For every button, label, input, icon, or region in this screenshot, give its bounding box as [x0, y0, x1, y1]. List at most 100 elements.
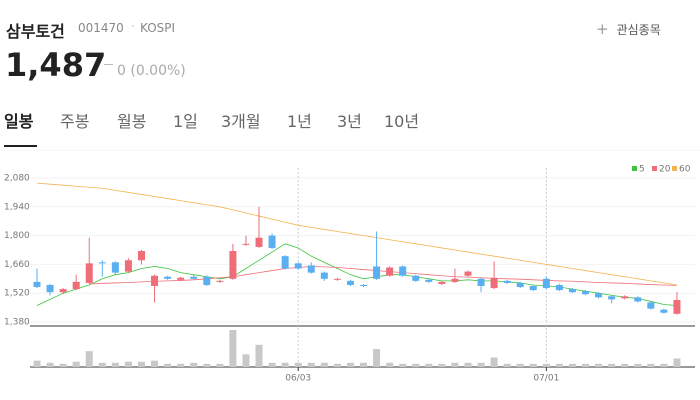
volume-bar: [85, 351, 93, 367]
volume-bar: [490, 357, 498, 367]
period-tab[interactable]: 3년: [337, 112, 362, 131]
candle-body: [85, 263, 93, 283]
volume-bar: [582, 363, 590, 367]
candle-body: [242, 243, 250, 245]
volume-bar: [373, 349, 381, 367]
volume-bar: [673, 358, 681, 367]
moving-average-line: [36, 243, 677, 306]
candle-body: [124, 260, 132, 272]
candle-body: [673, 299, 681, 314]
candle-body: [477, 278, 485, 286]
candle-body: [307, 265, 315, 273]
candle-body: [542, 278, 550, 289]
candle-body: [425, 279, 433, 282]
volume-bar: [216, 363, 224, 367]
candle-body: [464, 271, 472, 276]
volume-bar: [294, 362, 302, 367]
candle-body: [595, 293, 603, 298]
y-tick-label: 1,380: [4, 318, 30, 328]
volume-bar: [516, 363, 524, 367]
candle-body: [164, 276, 172, 279]
candle-body: [33, 281, 41, 288]
candle-body: [399, 266, 407, 276]
candle-body: [373, 266, 381, 279]
period-tab[interactable]: 3개월: [221, 112, 261, 131]
volume-bar: [346, 362, 354, 367]
y-tick-label: 1,800: [4, 231, 30, 241]
volume-bar: [412, 363, 420, 367]
y-tick-label: 2,080: [4, 174, 30, 184]
candle-body: [281, 256, 289, 269]
legend-label: 5: [639, 165, 645, 175]
moving-average-line: [89, 266, 677, 286]
candle-body: [229, 251, 237, 279]
legend-swatch: [652, 166, 657, 171]
candle-body: [608, 296, 616, 300]
candle-body: [111, 262, 119, 273]
volume-bar: [555, 363, 563, 367]
volume-bar: [333, 363, 341, 367]
volume-bar: [124, 361, 132, 367]
volume-bar: [568, 363, 576, 367]
volume-bar: [255, 344, 263, 367]
candle-body: [294, 263, 302, 269]
flat-icon: [104, 64, 113, 65]
candle-body: [660, 309, 668, 313]
volume-bar: [151, 360, 159, 367]
volume-bar: [59, 363, 67, 367]
candle-body: [177, 277, 185, 280]
candle-body: [621, 296, 629, 299]
candle-body: [346, 280, 354, 285]
candle-body: [490, 277, 498, 289]
price: 1,487: [5, 46, 107, 84]
volume-bar: [72, 361, 80, 367]
volume-bar: [33, 360, 41, 367]
volume-bar: [477, 362, 485, 367]
volume-bar: [451, 362, 459, 367]
candle-body: [555, 284, 563, 291]
period-tab[interactable]: 1일: [173, 112, 198, 131]
market: KOSPI: [140, 21, 176, 35]
volume-bar: [46, 362, 54, 367]
candle-body: [451, 278, 459, 282]
volume-bar: [98, 362, 106, 367]
volume-bar: [164, 363, 172, 367]
volume-bar: [529, 363, 537, 367]
legend-label: 60: [679, 165, 691, 175]
volume-bar: [268, 362, 276, 367]
period-tab[interactable]: 1년: [287, 112, 312, 131]
separator: ·: [131, 19, 135, 33]
candle-body: [634, 297, 642, 302]
candle-body: [203, 276, 211, 285]
y-tick-label: 1,660: [4, 260, 30, 270]
volume-bar: [203, 363, 211, 367]
candle-body: [59, 289, 67, 293]
candle-body: [516, 282, 524, 288]
watchlist-button[interactable]: + 관심종목: [596, 20, 661, 38]
candle-body: [582, 291, 590, 295]
volume-bar: [281, 362, 289, 367]
stock-code: 001470: [78, 21, 124, 35]
volume-bar: [229, 330, 237, 367]
change: 0 (0.00%): [117, 63, 186, 79]
candle-body: [386, 267, 394, 276]
volume-bar: [137, 361, 145, 367]
period-tab[interactable]: 일봉: [4, 112, 34, 131]
period-tab[interactable]: 월봉: [117, 112, 147, 131]
x-tick-label: 06/03: [285, 374, 311, 384]
candle-body: [320, 272, 328, 279]
candle-body: [333, 278, 341, 280]
candle-body: [151, 275, 159, 286]
candle-body: [255, 237, 263, 247]
x-tick-label: 07/01: [533, 374, 559, 384]
volume-bar: [242, 354, 250, 367]
candle-body: [647, 302, 655, 309]
period-tab[interactable]: 10년: [384, 112, 420, 131]
candle-body: [137, 251, 145, 261]
volume-bar: [608, 363, 616, 367]
candle-body: [503, 280, 511, 283]
stock-name: 삼부토건: [6, 22, 65, 41]
volume-bar: [464, 362, 472, 367]
period-tab[interactable]: 주봉: [60, 112, 90, 131]
